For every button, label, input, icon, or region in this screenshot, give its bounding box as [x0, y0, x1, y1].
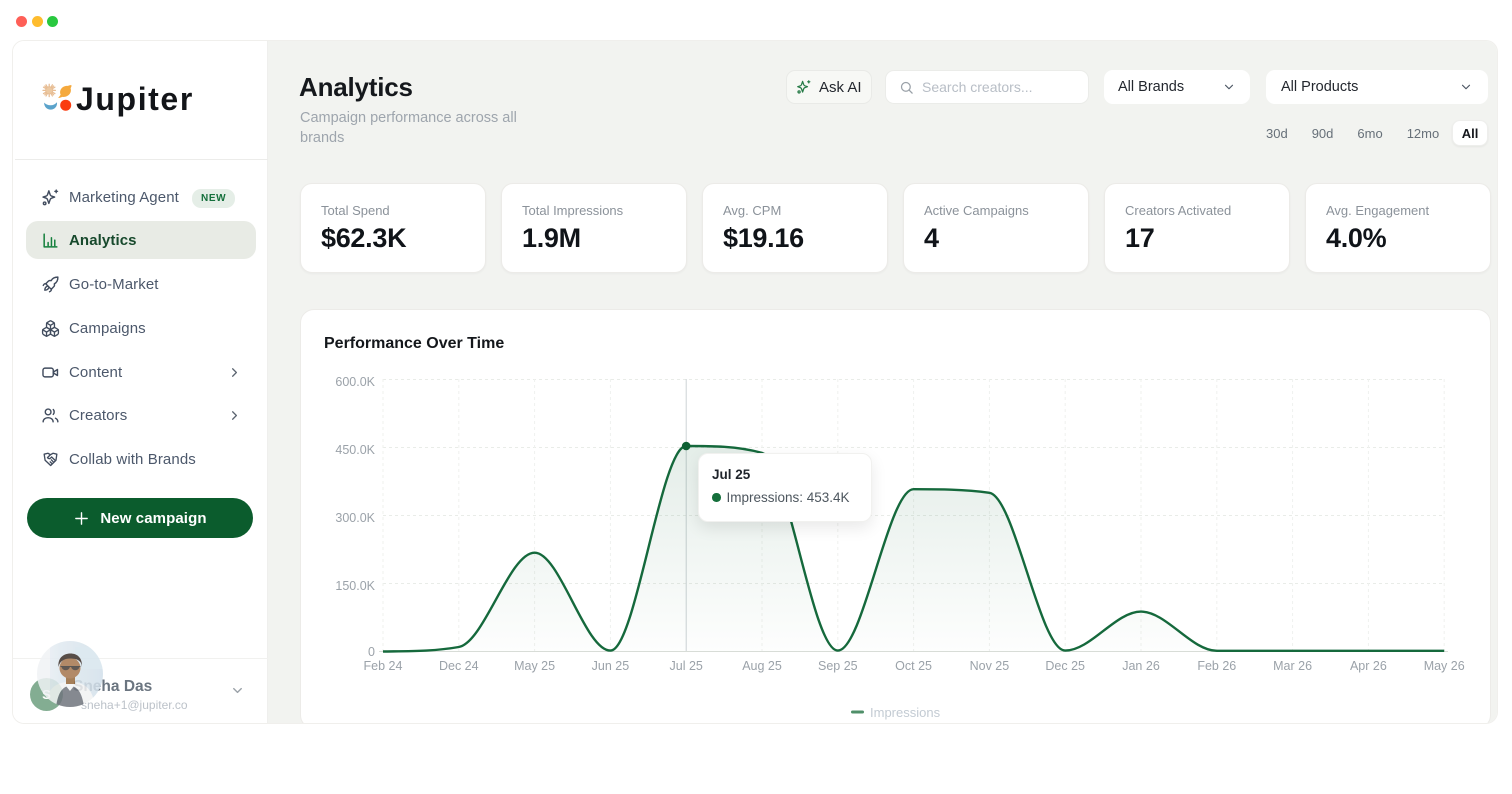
- svg-text:Impressions: Impressions: [870, 705, 941, 720]
- svg-text:May 26: May 26: [1424, 659, 1465, 673]
- svg-text:600.0K: 600.0K: [335, 375, 375, 389]
- svg-text:450.0K: 450.0K: [335, 443, 375, 457]
- svg-text:Mar 26: Mar 26: [1273, 659, 1312, 673]
- svg-text:Jun 25: Jun 25: [592, 659, 630, 673]
- svg-text:Jul 25: Jul 25: [670, 659, 703, 673]
- svg-text:Jan 26: Jan 26: [1122, 659, 1160, 673]
- svg-text:Apr 26: Apr 26: [1350, 659, 1387, 673]
- svg-text:0: 0: [368, 645, 375, 659]
- svg-text:May 25: May 25: [514, 659, 555, 673]
- svg-text:150.0K: 150.0K: [335, 579, 375, 593]
- svg-text:Dec 25: Dec 25: [1045, 659, 1085, 673]
- svg-text:Nov 25: Nov 25: [970, 659, 1010, 673]
- svg-text:Aug 25: Aug 25: [742, 659, 782, 673]
- svg-text:300.0K: 300.0K: [335, 511, 375, 525]
- svg-text:Dec 24: Dec 24: [439, 659, 479, 673]
- svg-text:Feb 26: Feb 26: [1197, 659, 1236, 673]
- svg-text:Feb 24: Feb 24: [364, 659, 403, 673]
- svg-text:Sep 25: Sep 25: [818, 659, 858, 673]
- svg-text:Oct 25: Oct 25: [895, 659, 932, 673]
